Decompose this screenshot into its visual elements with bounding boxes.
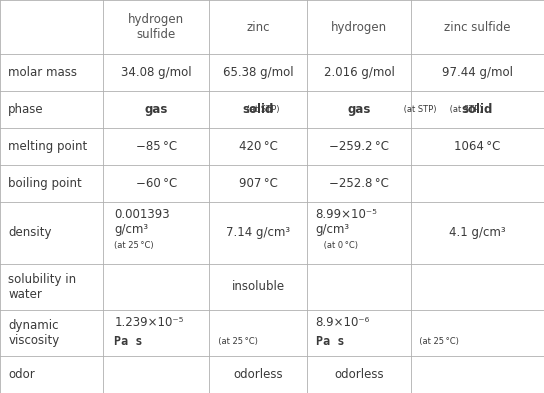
- Text: (at STP): (at STP): [401, 105, 437, 114]
- Text: −259.2 °C: −259.2 °C: [329, 140, 389, 153]
- Text: 8.99×10⁻⁵: 8.99×10⁻⁵: [316, 208, 378, 220]
- Text: (at STP): (at STP): [244, 105, 280, 114]
- Text: density: density: [8, 226, 52, 239]
- Text: (at STP): (at STP): [447, 105, 482, 114]
- Text: −85 °C: −85 °C: [136, 140, 177, 153]
- Text: phase: phase: [8, 103, 44, 116]
- Text: 1.239×10⁻⁵: 1.239×10⁻⁵: [114, 316, 184, 329]
- Text: Pa s: Pa s: [114, 335, 143, 348]
- Text: molar mass: molar mass: [8, 66, 77, 79]
- Text: solubility in
water: solubility in water: [8, 273, 76, 301]
- Text: zinc: zinc: [246, 20, 270, 33]
- Text: Pa s: Pa s: [316, 335, 344, 348]
- Text: gas: gas: [145, 103, 168, 116]
- Text: −60 °C: −60 °C: [136, 177, 177, 190]
- Text: solid: solid: [462, 103, 493, 116]
- Text: (at 25 °C): (at 25 °C): [213, 337, 258, 346]
- Text: melting point: melting point: [8, 140, 88, 153]
- Text: zinc sulfide: zinc sulfide: [444, 20, 511, 33]
- Text: odorless: odorless: [233, 368, 283, 381]
- Text: 0.001393: 0.001393: [114, 208, 170, 220]
- Text: 34.08 g/mol: 34.08 g/mol: [121, 66, 191, 79]
- Text: 907 °C: 907 °C: [239, 177, 278, 190]
- Text: (at 25 °C): (at 25 °C): [114, 241, 154, 250]
- Text: hydrogen
sulfide: hydrogen sulfide: [128, 13, 184, 41]
- Text: 65.38 g/mol: 65.38 g/mol: [223, 66, 294, 79]
- Text: 420 °C: 420 °C: [239, 140, 278, 153]
- Text: solid: solid: [243, 103, 274, 116]
- Text: hydrogen: hydrogen: [331, 20, 387, 33]
- Text: 1064 °C: 1064 °C: [454, 140, 500, 153]
- Text: g/cm³: g/cm³: [316, 223, 350, 236]
- Text: 7.14 g/cm³: 7.14 g/cm³: [226, 226, 290, 239]
- Text: 8.9×10⁻⁶: 8.9×10⁻⁶: [316, 316, 370, 329]
- Text: insoluble: insoluble: [232, 281, 285, 294]
- Text: odor: odor: [8, 368, 35, 381]
- Text: g/cm³: g/cm³: [114, 223, 149, 236]
- Text: −252.8 °C: −252.8 °C: [329, 177, 389, 190]
- Text: boiling point: boiling point: [8, 177, 82, 190]
- Text: gas: gas: [348, 103, 370, 116]
- Text: (at 0 °C): (at 0 °C): [321, 241, 358, 250]
- Text: 97.44 g/mol: 97.44 g/mol: [442, 66, 513, 79]
- Text: odorless: odorless: [334, 368, 384, 381]
- Text: 4.1 g/cm³: 4.1 g/cm³: [449, 226, 506, 239]
- Text: (at 25 °C): (at 25 °C): [415, 337, 459, 346]
- Text: dynamic
viscosity: dynamic viscosity: [8, 319, 59, 347]
- Text: 2.016 g/mol: 2.016 g/mol: [324, 66, 394, 79]
